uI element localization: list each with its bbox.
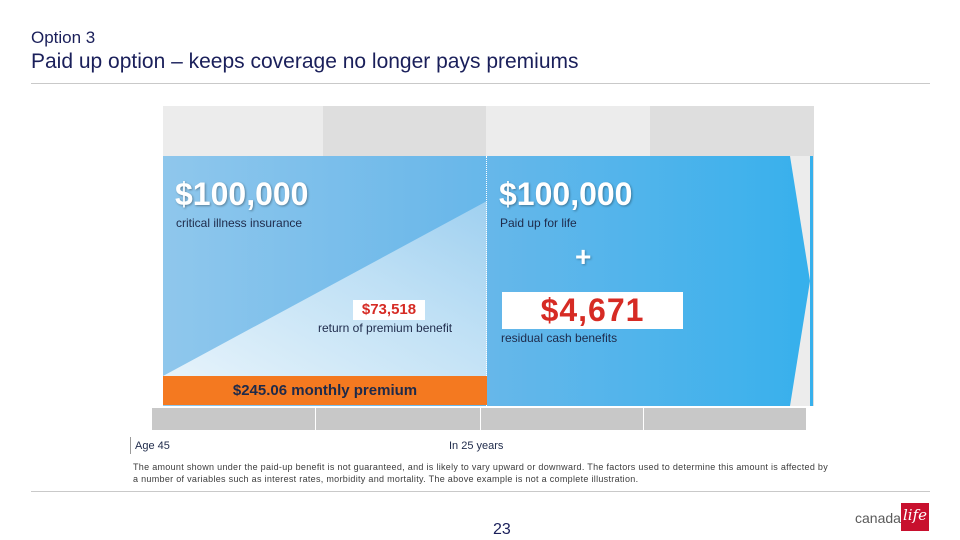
- logo-badge-text: life: [903, 506, 928, 524]
- return-of-premium-label: return of premium benefit: [318, 321, 453, 335]
- canada-life-logo: canada life: [855, 503, 935, 533]
- period-divider: [486, 156, 487, 406]
- timeline-tick: [315, 408, 316, 430]
- slide-kicker: Option 3: [31, 28, 96, 47]
- logo-wordmark: canada: [855, 510, 901, 526]
- residual-cash-label: residual cash benefits: [501, 331, 618, 345]
- header-divider: [31, 83, 930, 84]
- timeline-tick: [480, 408, 481, 430]
- plus-sign: +: [575, 241, 592, 272]
- coverage-arrow-head: [790, 156, 810, 406]
- timeline-tick: [643, 408, 644, 430]
- coverage-amount-left: $100,000: [175, 176, 309, 212]
- premium-wedge: [163, 201, 487, 376]
- slide-title: Paid up option – keeps coverage no longe…: [31, 50, 579, 73]
- return-of-premium-amount: $73,518: [353, 300, 425, 320]
- residual-cash-amount: $4,671: [502, 292, 683, 329]
- coverage-illustration: $100,000 critical illness insurance $100…: [150, 106, 814, 434]
- coverage-caption-left: critical illness insurance: [176, 216, 303, 230]
- coverage-caption-right: Paid up for life: [500, 216, 577, 230]
- timeline-start-marker: [130, 437, 131, 454]
- timeline-bar: [152, 408, 806, 430]
- disclaimer-text: The amount shown under the paid-up benef…: [133, 462, 829, 484]
- timeline-start-label: Age 45: [135, 440, 170, 452]
- page-number: 23: [493, 521, 511, 538]
- logo-badge-icon: life: [901, 503, 929, 531]
- monthly-premium-bar: $245.06 monthly premium: [163, 376, 487, 405]
- footer-divider: [31, 491, 930, 492]
- coverage-amount-right: $100,000: [499, 176, 633, 212]
- timeline-end-label: In 25 years: [449, 440, 504, 452]
